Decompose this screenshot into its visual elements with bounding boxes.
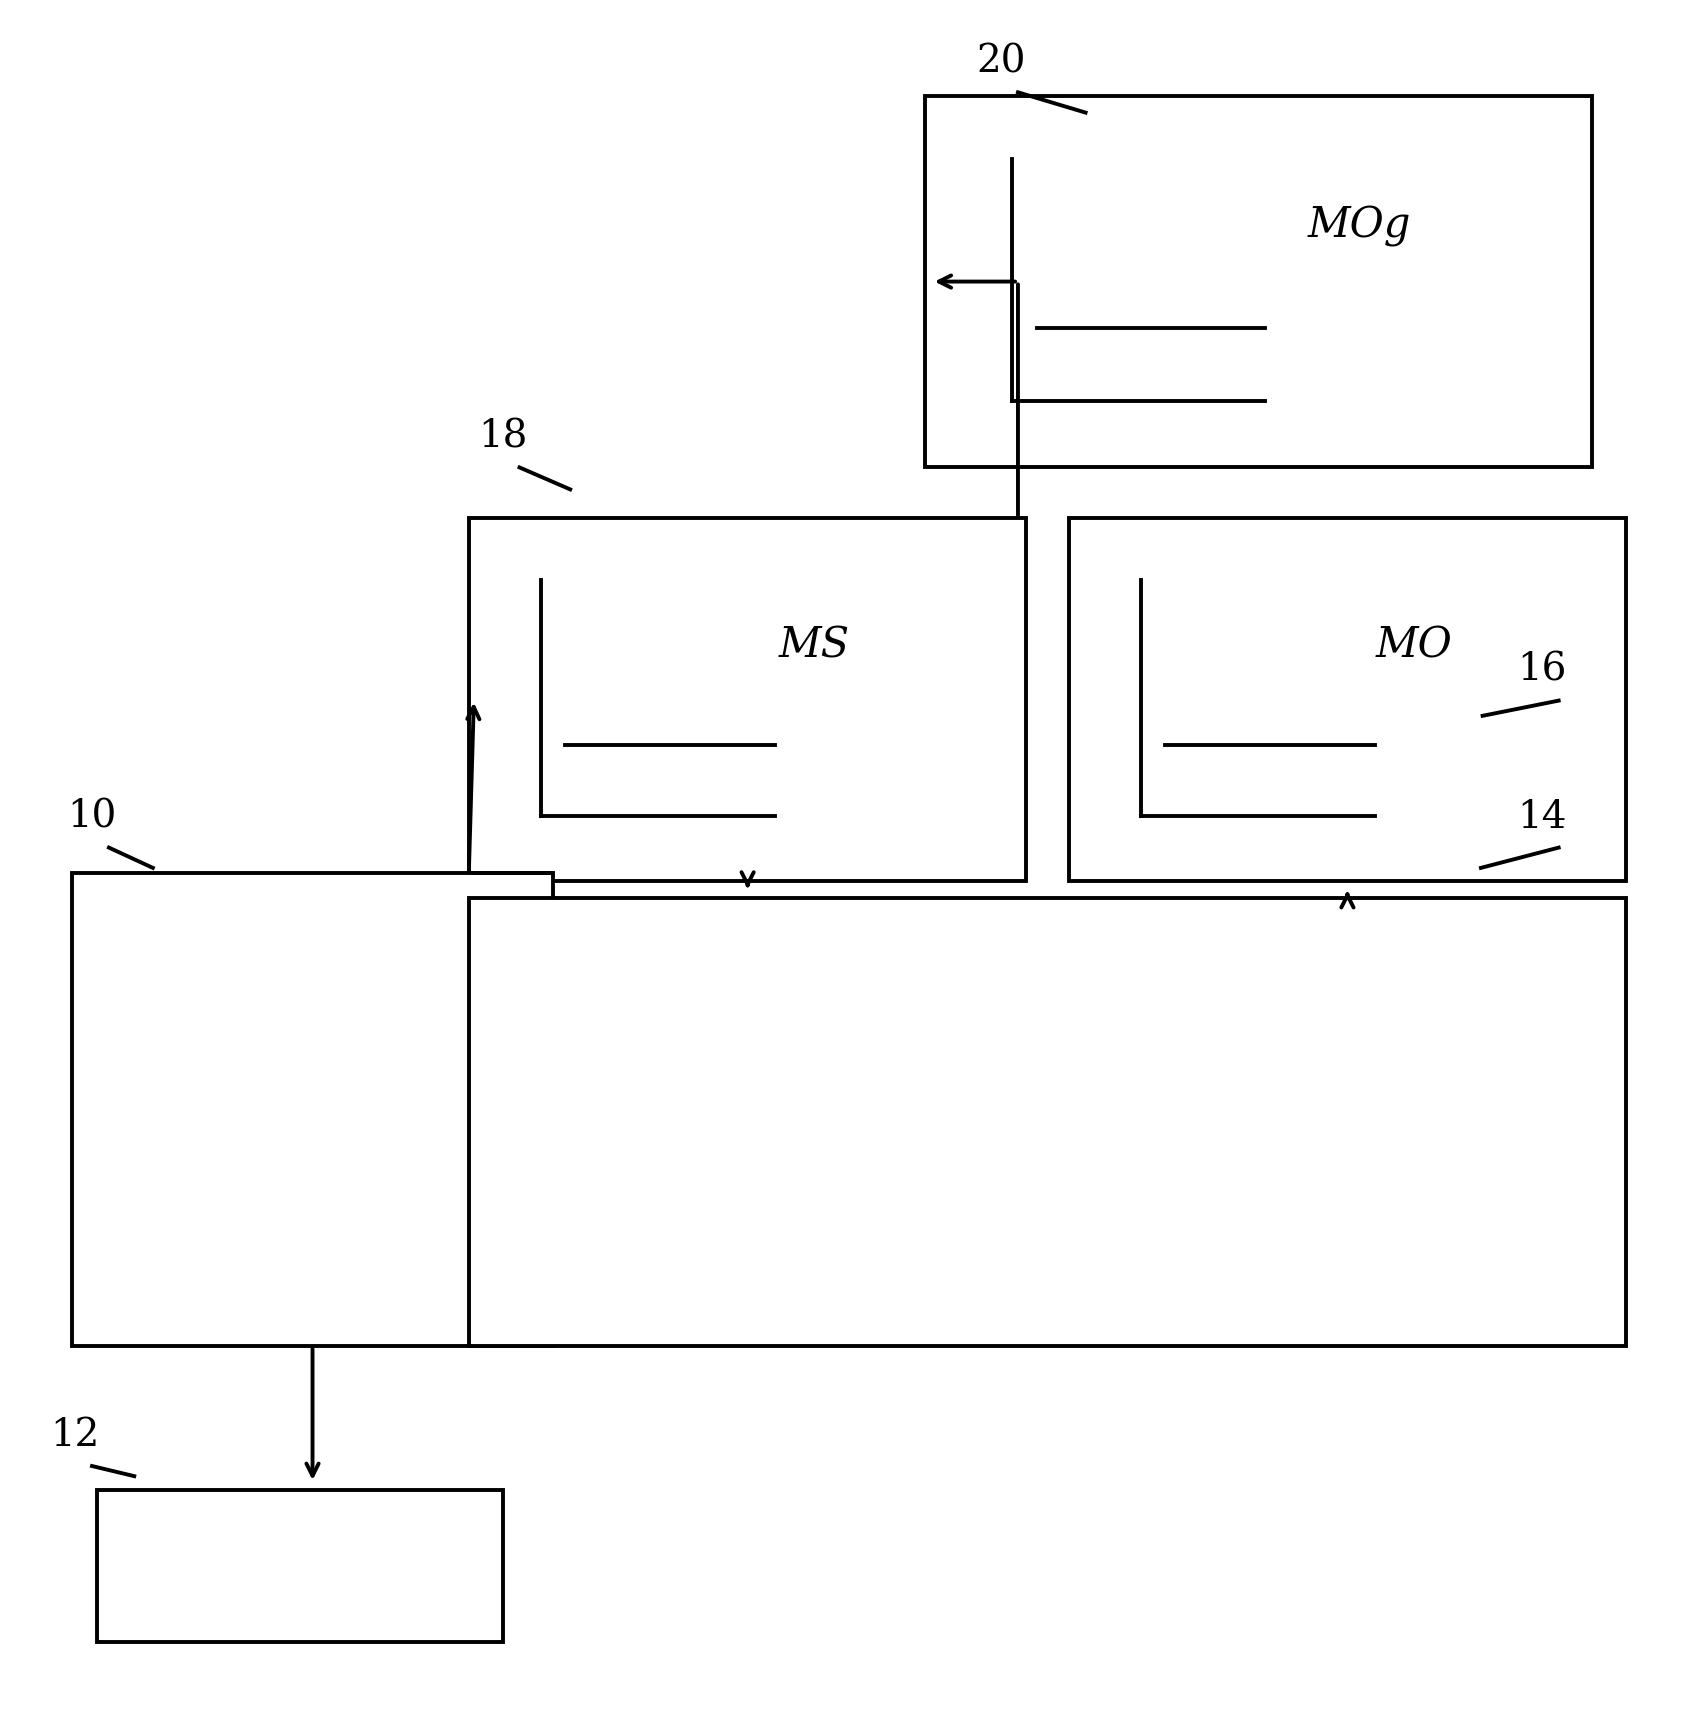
Text: 10: 10 — [68, 799, 117, 835]
Bar — [469, 519, 1026, 882]
Bar — [925, 95, 1593, 467]
Bar — [1068, 519, 1627, 882]
Bar — [71, 873, 554, 1347]
Bar — [97, 1490, 503, 1643]
Text: 16: 16 — [1516, 652, 1567, 688]
Text: 12: 12 — [51, 1418, 100, 1454]
Bar — [469, 899, 1627, 1347]
Text: 18: 18 — [477, 418, 528, 455]
Text: MS: MS — [779, 624, 851, 666]
Text: MOg: MOg — [1307, 204, 1411, 247]
Text: 14: 14 — [1516, 799, 1567, 835]
Text: MO: MO — [1375, 624, 1453, 666]
Text: 20: 20 — [976, 43, 1026, 81]
